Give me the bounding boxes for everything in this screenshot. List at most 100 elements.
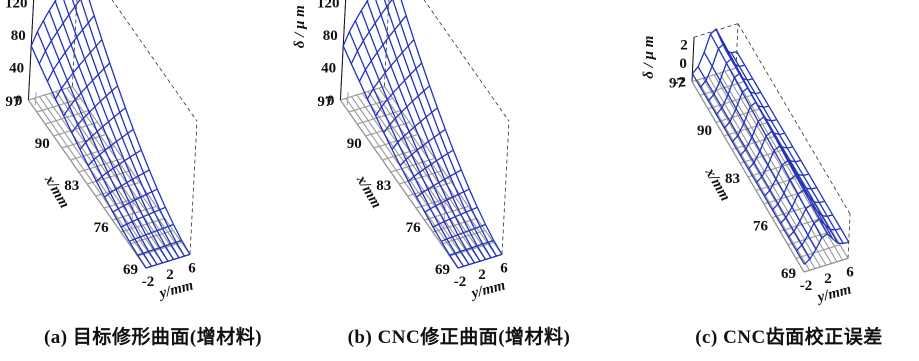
surface-mesh-line xyxy=(392,0,498,257)
surface-mesh-line xyxy=(703,51,817,250)
y-tick-label: 6 xyxy=(846,264,854,280)
y-tick-label: -2 xyxy=(800,278,813,294)
frame-edge xyxy=(847,213,851,259)
surface-mesh-line xyxy=(354,20,470,265)
x-tick-label: 90 xyxy=(35,136,50,152)
x-tick-label: 76 xyxy=(406,220,422,236)
x-tick-label: 76 xyxy=(753,218,769,234)
surface-mesh-line xyxy=(63,0,175,260)
y-tick-label: 2 xyxy=(166,267,174,283)
surface-mesh-line xyxy=(383,0,492,259)
y-tick-label: -2 xyxy=(454,274,467,290)
projection-grid-line xyxy=(345,97,464,267)
frame-edge xyxy=(501,121,510,255)
projection-accent-line xyxy=(346,92,349,106)
z-tick-label: 80 xyxy=(323,28,338,44)
x-tick-label: 90 xyxy=(347,136,362,152)
x-tick-label: 90 xyxy=(697,123,712,139)
projection-grid-line xyxy=(719,72,832,264)
z-tick-label: 0 xyxy=(15,93,23,109)
z-tick-label: 0 xyxy=(679,56,687,72)
surface-mesh-line xyxy=(42,20,158,265)
surface-mesh-line xyxy=(691,73,805,265)
x-tick-label: 76 xyxy=(94,220,110,236)
x-tick-label: 83 xyxy=(64,178,79,194)
surface-mesh-line xyxy=(725,50,839,244)
y-tick-label: 2 xyxy=(478,267,486,283)
z-tick-label: -2 xyxy=(674,75,687,91)
surface-mesh-line xyxy=(342,45,459,269)
projection-grid-line xyxy=(71,86,191,255)
y-tick-label: 2 xyxy=(824,271,832,287)
frame-edge xyxy=(111,0,198,122)
surface-mesh-line xyxy=(736,51,850,243)
projection-accent-line xyxy=(34,92,37,106)
surface-mesh-line xyxy=(697,66,811,260)
projection-accent-line xyxy=(131,202,134,229)
y-tick-label: -2 xyxy=(142,274,155,290)
projection-grid-line xyxy=(383,86,503,255)
y-tick-label: 6 xyxy=(500,260,508,276)
z-axis xyxy=(339,0,347,101)
surface-mesh-line xyxy=(348,31,465,267)
surface-mesh-line xyxy=(730,52,844,244)
surface-mesh-line xyxy=(803,232,849,265)
y-axis-label: y/mm xyxy=(468,277,507,302)
x-tick-label: 69 xyxy=(435,262,450,278)
projection-accent-line xyxy=(443,202,446,229)
x-tick-label: 97 xyxy=(317,94,333,110)
y-axis-label: y/mm xyxy=(156,277,195,302)
frame-edge xyxy=(737,23,851,215)
caption-b: (b) CNC修正曲面(增材料) xyxy=(347,327,571,348)
surface-mesh-line xyxy=(80,0,186,257)
projection-grid-line xyxy=(691,81,805,273)
frame-edge xyxy=(189,121,198,255)
caption-a: (a) 目标修形曲面(增材料) xyxy=(43,327,263,348)
caption-c: (c) CNC齿面校正误差 xyxy=(695,327,883,348)
surface-mesh-line xyxy=(71,0,180,259)
surface-mesh-line xyxy=(54,0,169,262)
projection-grid-line xyxy=(702,77,816,269)
surface-mesh-line xyxy=(691,28,737,75)
frame-edge xyxy=(423,0,510,122)
z-axis-label: δ / μ m xyxy=(641,36,657,79)
x-tick-label: 97 xyxy=(669,76,685,92)
frame-edge xyxy=(384,0,390,87)
projection-grid-line xyxy=(697,79,810,271)
surface-mesh-line xyxy=(360,10,476,264)
surface-mesh-line xyxy=(48,10,164,264)
y-axis-label: y/mm xyxy=(814,281,853,306)
z-tick-label: 80 xyxy=(11,28,26,44)
z-tick-label: 120 xyxy=(5,0,28,12)
x-tick-label: 69 xyxy=(781,266,796,282)
x-tick-label: 97 xyxy=(5,94,21,110)
surface-mesh-line xyxy=(400,0,503,255)
surface-mesh-line xyxy=(36,31,153,267)
x-tick-label: 83 xyxy=(725,171,740,187)
z-tick-label: 120 xyxy=(317,0,340,12)
surface-mesh-line xyxy=(366,0,481,262)
z-tick-label: 40 xyxy=(321,61,336,77)
z-axis-label: δ / μ m xyxy=(292,5,308,48)
z-axis xyxy=(27,0,35,101)
panel-c: 2 0 -2 97 90 83 76 69 -2 2 6 δ / μ m x/mm y/mm (c) CN… xyxy=(612,0,918,361)
x-tick-label: 69 xyxy=(123,262,138,278)
z-tick-label: 40 xyxy=(9,61,24,77)
projection-grid-line xyxy=(339,99,459,269)
surface-mesh-line xyxy=(709,33,823,239)
z-tick-label: 0 xyxy=(327,93,335,109)
x-tick-label: 83 xyxy=(376,178,391,194)
frame-edge xyxy=(72,0,78,87)
surface-mesh-line xyxy=(375,0,487,260)
projection-grid-line xyxy=(27,99,147,269)
z-tick-label: 2 xyxy=(680,38,688,54)
surface-mesh-line xyxy=(88,0,191,255)
surface-mesh-line xyxy=(30,45,147,269)
y-tick-label: 6 xyxy=(188,260,196,276)
projection-grid-line xyxy=(33,97,152,267)
